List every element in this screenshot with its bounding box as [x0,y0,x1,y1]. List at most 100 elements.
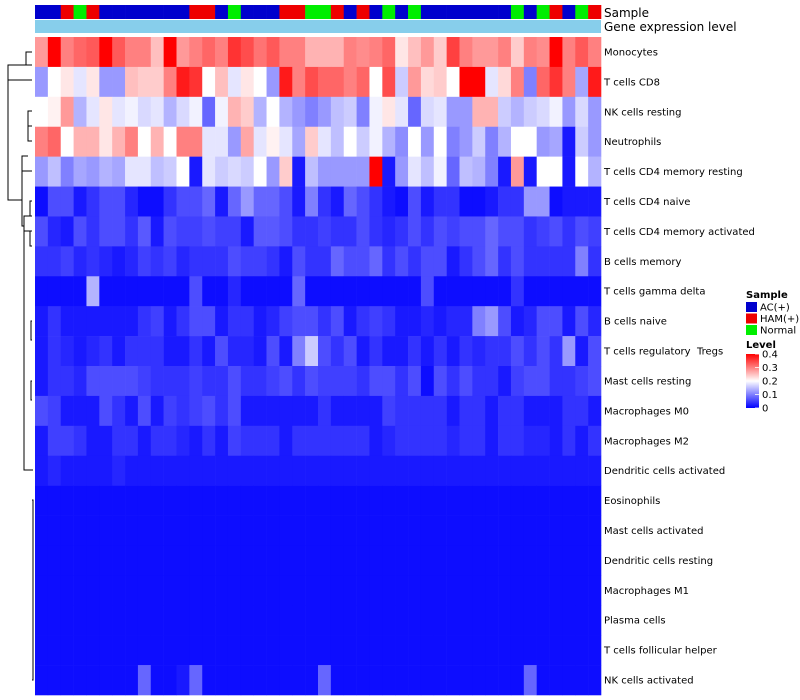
heatmap-cell [292,216,306,247]
heatmap-cell [279,425,293,457]
heatmap-cell [536,156,550,187]
heatmap-cell [125,37,139,68]
heatmap-cell [73,366,87,397]
heatmap-cell [318,306,332,337]
heatmap-cell [227,545,242,576]
legend-sample-swatch [746,302,757,312]
heatmap-cell [305,336,319,367]
heatmap-cell [215,635,229,666]
heatmap-cell [292,366,306,397]
heatmap-cell [202,455,216,486]
heatmap-cell [202,395,216,427]
sample-annotation-cell [112,5,126,19]
heatmap-cell [446,186,460,217]
heatmap-cell [189,545,203,576]
heatmap-cell [305,66,319,98]
heatmap-cell [279,575,293,606]
heatmap-cell [176,575,190,606]
heatmap-cell [562,515,576,546]
heatmap-cell [420,306,435,337]
heatmap-cell [35,96,49,128]
heatmap-cell [253,126,267,157]
heatmap-cell [549,276,563,307]
heatmap-cell [266,515,280,546]
heatmap-cell [485,575,499,606]
heatmap-cell [575,605,589,636]
heatmap-cell [330,37,345,68]
heatmap-cell [112,395,126,427]
heatmap-cell [446,485,460,516]
heatmap-cell [60,575,74,606]
heatmap-cell [395,186,409,217]
heatmap-cell [536,395,550,427]
heatmap-cell [73,605,87,636]
heatmap-cell [588,37,602,68]
heatmap-cell [549,156,563,187]
heatmap-cell [382,665,396,696]
heatmap-cell [395,425,409,457]
heatmap-cell [369,395,383,427]
heatmap-cell [395,635,409,666]
heatmap-cell [150,575,164,606]
heatmap-cell [227,276,242,307]
heatmap-cell [498,515,512,546]
sample-annotation-cell [343,5,357,19]
heatmap-cell [369,156,383,187]
heatmap-cell [240,605,254,636]
heatmap-cell [150,515,164,546]
heatmap-cell [240,485,254,516]
row-label: B cells naive [604,317,667,328]
heatmap-cell [446,246,460,277]
heatmap-cell [189,96,203,128]
heatmap-cell [330,575,345,606]
heatmap-cell [305,605,319,636]
heatmap-cell [189,306,203,337]
heatmap-cell [408,515,422,546]
heatmap-cell [343,485,357,516]
heatmap-cell [163,66,177,98]
heatmap-cell [356,216,370,247]
heatmap-cell [189,605,203,636]
heatmap-cell [176,485,190,516]
heatmap-cell [382,485,396,516]
heatmap-cell [510,635,525,666]
heatmap-cell [240,186,254,217]
heatmap-cell [86,605,100,636]
heatmap-cell [588,635,602,666]
sample-annotation-cell [523,5,537,19]
heatmap-cell [523,186,537,217]
heatmap-cell [343,455,357,486]
heatmap-cell [279,635,293,666]
heatmap-cell [176,306,190,337]
heatmap-cell [472,485,486,516]
heatmap-cell [343,156,357,187]
heatmap-cell [382,455,396,486]
heatmap-cell [575,246,589,277]
heatmap-cell [35,605,49,636]
heatmap-cell [215,575,229,606]
heatmap-cell [163,575,177,606]
heatmap-cell [382,186,396,217]
heatmap-cell [163,605,177,636]
heatmap-cell [330,276,345,307]
heatmap-cell [472,605,486,636]
heatmap-cell [73,575,87,606]
heatmap-cell [240,156,254,187]
heatmap-cell [395,485,409,516]
heatmap-cell [536,485,550,516]
heatmap-cell [510,425,525,457]
heatmap-cell [73,455,87,486]
heatmap-cell [343,635,357,666]
sample-annotation-cell [73,5,87,19]
heatmap-cell [395,156,409,187]
heatmap-cell [60,425,74,457]
heatmap-cell [356,306,370,337]
heatmap-cell [523,575,537,606]
sample-annotation-cell [305,5,319,19]
heatmap-cell [86,96,100,128]
heatmap-cell [215,545,229,576]
heatmap-cell [227,665,242,696]
heatmap-cell [292,246,306,277]
heatmap-cell [60,216,74,247]
sample-annotation-cell [215,5,229,19]
